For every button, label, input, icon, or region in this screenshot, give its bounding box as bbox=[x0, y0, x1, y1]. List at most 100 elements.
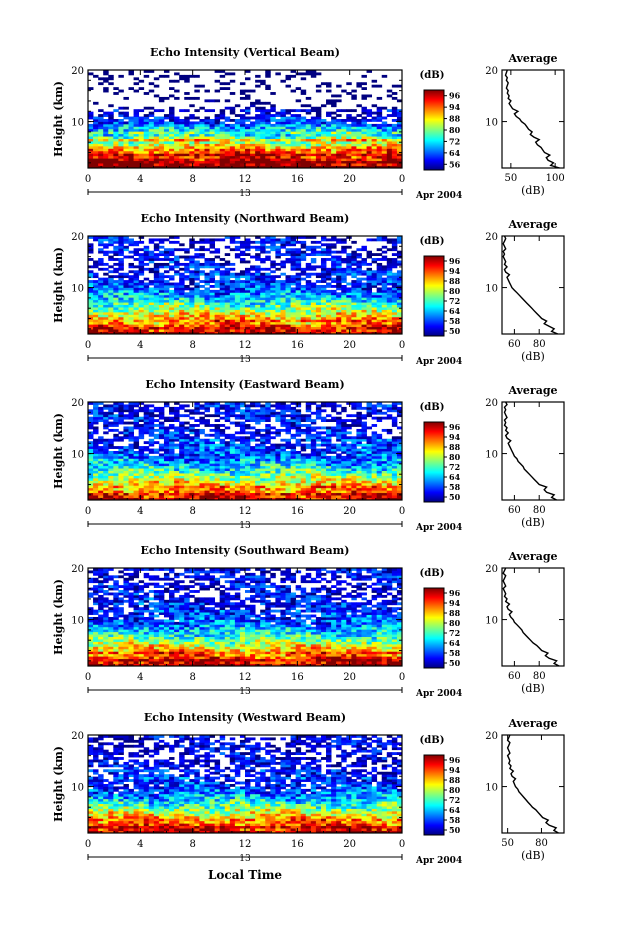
average-title: Average bbox=[507, 384, 557, 397]
colorbar-tick-label: 64 bbox=[449, 148, 461, 158]
average-frame bbox=[501, 235, 565, 335]
heatmap-image bbox=[88, 568, 403, 667]
average-frame bbox=[501, 734, 565, 834]
x-tick-label: 16 bbox=[291, 839, 304, 850]
y-axis-label: Height (km) bbox=[52, 247, 65, 323]
average-y-tick-label: 20 bbox=[485, 232, 498, 243]
x-tick-label: 16 bbox=[291, 340, 304, 351]
panel-3: Echo Intensity (Eastward Beam) 0 4 8 12 16 20 0… bbox=[52, 378, 565, 533]
x-tick-label: 20 bbox=[343, 672, 356, 683]
y-tick-label: 10 bbox=[71, 284, 84, 295]
colorbar-title: (dB) bbox=[420, 236, 445, 247]
date-label: Apr 2004 bbox=[415, 689, 462, 699]
x-tick-label: 8 bbox=[189, 174, 195, 185]
x-tick-label: 8 bbox=[189, 839, 195, 850]
y-tick-label: 10 bbox=[71, 118, 84, 129]
x-tick-label: 20 bbox=[343, 506, 356, 517]
average-y-tick-label: 10 bbox=[485, 616, 498, 627]
date-label: Apr 2004 bbox=[415, 856, 462, 866]
x-tick-label: 0 bbox=[85, 174, 91, 185]
heatmap-image bbox=[88, 236, 403, 335]
x-tick-label: 16 bbox=[291, 506, 304, 517]
y-axis-label: Height (km) bbox=[52, 81, 65, 157]
average-y-tick-label: 10 bbox=[485, 450, 498, 461]
colorbar-tick-label: 72 bbox=[449, 628, 460, 638]
colorbar-tick-label: 58 bbox=[449, 815, 461, 825]
colorbar-tick-label: 72 bbox=[449, 136, 460, 146]
panel-2: Echo Intensity (Northward Beam) 0 4 8 12 16 20… bbox=[52, 212, 565, 367]
colorbar bbox=[423, 89, 445, 171]
heatmap-image bbox=[88, 735, 403, 834]
x-tick-label: 16 bbox=[291, 672, 304, 683]
colorbar-title: (dB) bbox=[420, 70, 445, 81]
colorbar-tick-label: 96 bbox=[449, 91, 461, 101]
x-tick-label: 8 bbox=[189, 672, 195, 683]
colorbar-tick-label: 80 bbox=[449, 785, 461, 795]
x-tick-label: 4 bbox=[137, 340, 143, 351]
y-tick-label: 20 bbox=[71, 232, 84, 243]
colorbar-tick-label: 64 bbox=[449, 805, 461, 815]
x-tick-label: 20 bbox=[343, 839, 356, 850]
panel-title: Echo Intensity (Westward Beam) bbox=[144, 711, 346, 724]
average-frame bbox=[501, 69, 565, 169]
colorbar bbox=[423, 255, 445, 337]
average-frame bbox=[501, 567, 565, 667]
average-y-tick-label: 20 bbox=[485, 564, 498, 575]
y-tick-label: 20 bbox=[71, 731, 84, 742]
average-x-axis-label: (dB) bbox=[521, 350, 545, 363]
average-profile-line bbox=[502, 567, 560, 667]
colorbar-tick-label: 64 bbox=[449, 472, 461, 482]
colorbar-tick-label: 94 bbox=[449, 765, 461, 775]
average-x-tick-label: 60 bbox=[508, 505, 521, 516]
colorbar-tick-label: 88 bbox=[449, 114, 461, 124]
y-tick-label: 20 bbox=[71, 398, 84, 409]
colorbar-tick-label: 96 bbox=[449, 422, 461, 432]
colorbar-title: (dB) bbox=[420, 402, 445, 413]
x-tick-label: 16 bbox=[291, 174, 304, 185]
x-tick-label: 12 bbox=[239, 340, 252, 351]
colorbar-tick-label: 50 bbox=[449, 658, 461, 668]
average-x-tick-label: 80 bbox=[533, 505, 546, 516]
colorbar bbox=[423, 754, 445, 836]
colorbar-tick-label: 88 bbox=[449, 775, 461, 785]
colorbar-tick-label: 94 bbox=[449, 266, 461, 276]
colorbar bbox=[423, 587, 445, 669]
colorbar-tick-label: 94 bbox=[449, 102, 461, 112]
heatmap-image bbox=[88, 402, 403, 501]
x-tick-label: 4 bbox=[137, 506, 143, 517]
x-tick-label: 20 bbox=[343, 340, 356, 351]
x-tick-label: 0 bbox=[85, 506, 91, 517]
x-tick-label: 8 bbox=[189, 340, 195, 351]
day-marker-label: 13 bbox=[239, 189, 251, 199]
panel-5: Echo Intensity (Westward Beam) 0 4 8 12 16 20 0… bbox=[52, 711, 565, 866]
colorbar-tick-label: 50 bbox=[449, 825, 461, 835]
date-label: Apr 2004 bbox=[415, 191, 462, 201]
average-x-tick-label: 80 bbox=[533, 671, 546, 682]
x-tick-label: 0 bbox=[399, 839, 405, 850]
colorbar-tick-label: 72 bbox=[449, 462, 460, 472]
colorbar-tick-label: 88 bbox=[449, 442, 461, 452]
day-marker-label: 13 bbox=[239, 854, 251, 864]
day-marker-label: 13 bbox=[239, 521, 251, 531]
colorbar-tick-label: 58 bbox=[449, 316, 461, 326]
average-x-axis-label: (dB) bbox=[521, 516, 545, 529]
date-label: Apr 2004 bbox=[415, 523, 462, 533]
colorbar-tick-label: 80 bbox=[449, 452, 461, 462]
y-axis-label: Height (km) bbox=[52, 579, 65, 655]
colorbar-tick-label: 64 bbox=[449, 306, 461, 316]
average-profile-line bbox=[504, 69, 560, 169]
y-axis-label: Height (km) bbox=[52, 413, 65, 489]
x-tick-label: 0 bbox=[85, 672, 91, 683]
average-x-axis-label: (dB) bbox=[521, 184, 545, 197]
y-tick-label: 10 bbox=[71, 616, 84, 627]
average-x-tick-label: 60 bbox=[508, 339, 521, 350]
colorbar-tick-label: 80 bbox=[449, 125, 461, 135]
colorbar-tick-label: 58 bbox=[449, 648, 461, 658]
x-tick-label: 4 bbox=[137, 174, 143, 185]
colorbar-tick-label: 88 bbox=[449, 276, 461, 286]
x-tick-label: 4 bbox=[137, 839, 143, 850]
average-x-tick-label: 100 bbox=[546, 173, 565, 184]
average-x-tick-label: 60 bbox=[508, 671, 521, 682]
colorbar-tick-label: 50 bbox=[449, 326, 461, 336]
colorbar-tick-label: 96 bbox=[449, 755, 461, 765]
